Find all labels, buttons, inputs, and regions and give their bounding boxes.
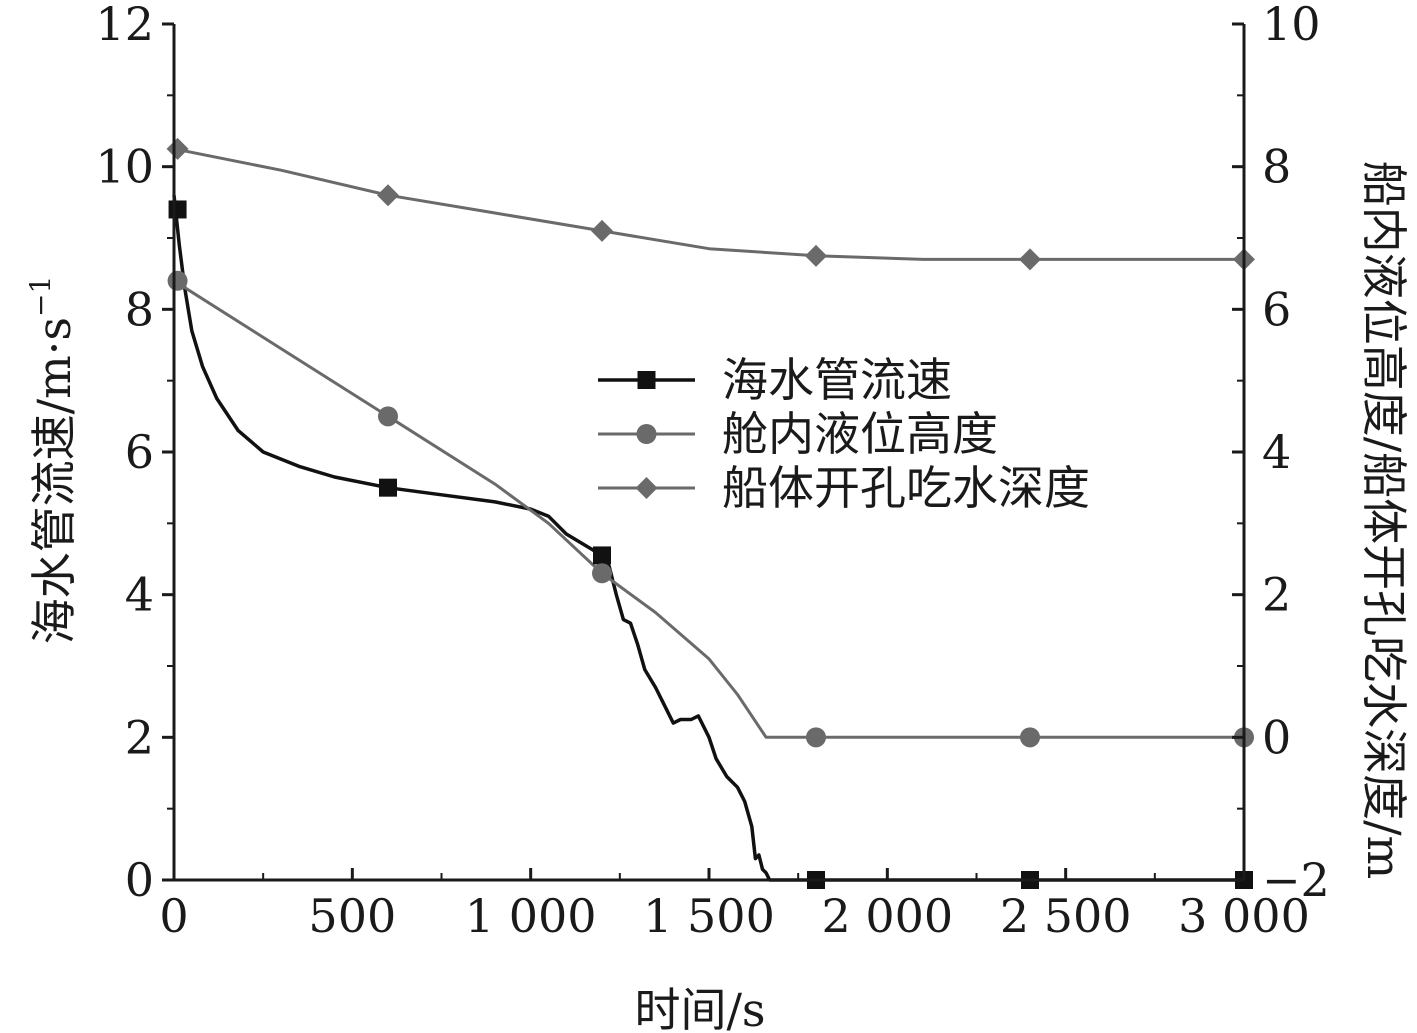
series-2-point bbox=[1020, 727, 1040, 748]
y-right-tick-label: 0 bbox=[1262, 710, 1291, 764]
plot-markers bbox=[166, 137, 1255, 889]
y-left-tick-label: 2 bbox=[125, 710, 154, 764]
y-axis-left-title: 海水管流速/m·s−1 bbox=[24, 276, 81, 645]
x-tick-label: 2 000 bbox=[821, 889, 953, 943]
series-3-point bbox=[166, 137, 189, 160]
series-line-3 bbox=[173, 147, 1244, 261]
tick-labels: 0 500 1 000 1 500 2 000 2 500 3 000 0 2 4 6 8 10 12 −2… bbox=[95, 0, 1329, 943]
legend-marker-2 bbox=[636, 424, 657, 444]
series-1-point bbox=[168, 200, 187, 219]
series-3-point bbox=[591, 219, 613, 242]
x-tick-label: 1 000 bbox=[465, 889, 597, 943]
y-axis-left-title-sup: −1 bbox=[24, 276, 57, 317]
x-tick-label: 2 500 bbox=[1000, 889, 1132, 943]
series-2-point bbox=[592, 563, 612, 584]
series-2-point bbox=[167, 270, 188, 291]
series-2-point bbox=[378, 406, 398, 427]
legend-marker-1 bbox=[637, 371, 656, 389]
y-right-tick-label: 10 bbox=[1262, 0, 1321, 51]
series-1-point bbox=[593, 546, 611, 565]
y-left-tick-label: 6 bbox=[125, 425, 154, 479]
ticks bbox=[162, 22, 1246, 882]
y-right-tick-label: 6 bbox=[1262, 282, 1291, 336]
x-tick-label: 1 500 bbox=[643, 889, 775, 943]
y-left-tick-label: 12 bbox=[95, 0, 154, 51]
y-left-tick-label: 4 bbox=[125, 568, 154, 622]
legend-marker-3 bbox=[635, 477, 658, 499]
x-tick-label: 0 bbox=[159, 889, 188, 943]
y-axis-left-title-main: 海水管流速/m·s bbox=[27, 317, 81, 644]
series-1-point bbox=[379, 478, 397, 497]
y-right-tick-label: 2 bbox=[1262, 568, 1291, 622]
y-right-tick-label: −2 bbox=[1262, 853, 1330, 907]
x-tick-label: 500 bbox=[308, 889, 396, 943]
series-3-point bbox=[377, 184, 399, 207]
y-right-tick-label: 4 bbox=[1262, 425, 1291, 479]
y-left-tick-label: 10 bbox=[95, 140, 154, 194]
y-axis-right-title: 船内液位高度/船体开孔吃水深度/m bbox=[1357, 161, 1411, 880]
series-3-point bbox=[805, 244, 827, 267]
y-left-tick-label: 0 bbox=[125, 853, 154, 907]
series-line-1 bbox=[172, 195, 1244, 882]
legend-label-3: 船体开孔吃水深度 bbox=[722, 461, 1090, 515]
legend-label-1: 海水管流速 bbox=[722, 353, 952, 407]
series-3-point bbox=[1019, 248, 1041, 271]
x-tick-label: 3 000 bbox=[1178, 889, 1310, 943]
x-axis-title: 时间/s bbox=[634, 983, 765, 1033]
y-left-tick-label: 8 bbox=[125, 282, 154, 336]
legend-label-2: 舱内液位高度 bbox=[722, 407, 998, 461]
series-2-point bbox=[806, 727, 826, 748]
y-right-tick-label: 8 bbox=[1262, 140, 1291, 194]
